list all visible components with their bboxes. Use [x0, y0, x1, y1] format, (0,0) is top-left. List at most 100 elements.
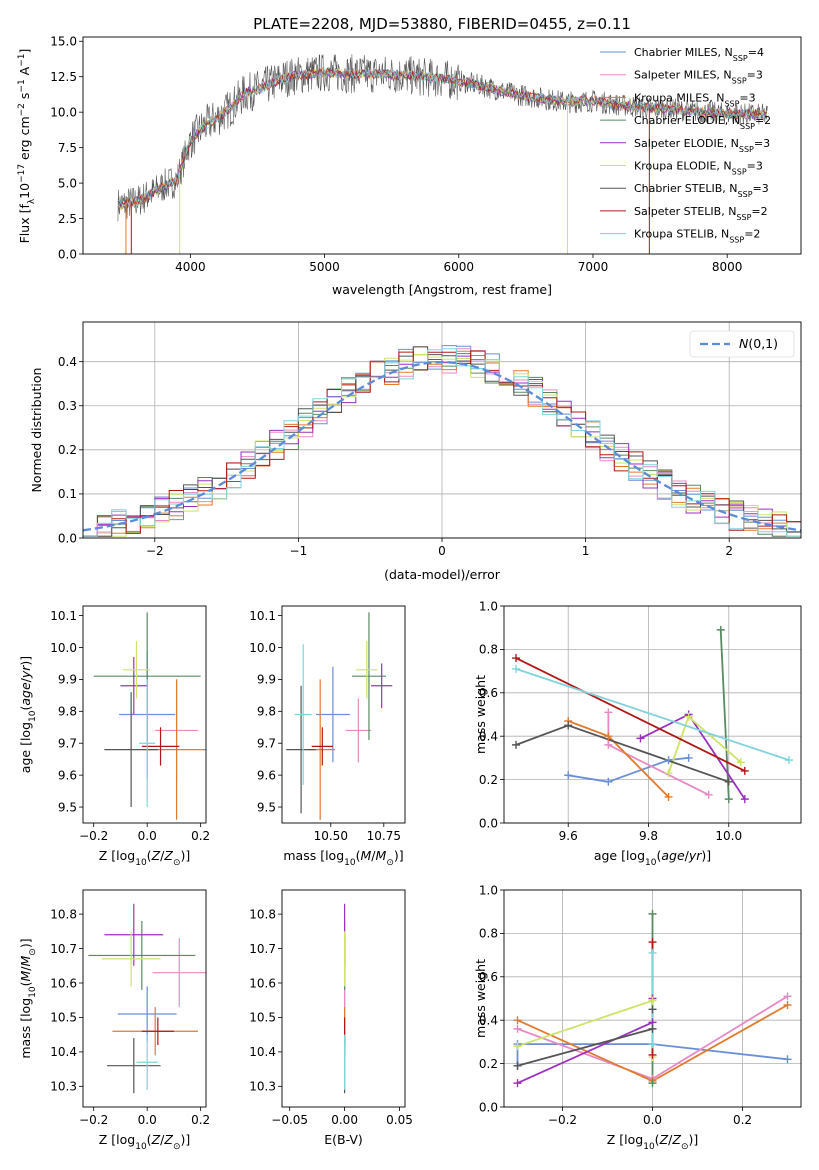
- mass-weight-line: [515, 657, 746, 772]
- age_vs_mass-xlabel: mass [log10(M/M⊙)]: [283, 848, 403, 868]
- x-tick-label: 5000: [309, 260, 340, 274]
- mass-weight-marker: [648, 1040, 657, 1049]
- mass-weight-marker: [648, 938, 657, 947]
- error-cross: [345, 698, 372, 763]
- mass-weight-marker: [513, 1042, 522, 1051]
- x-tick-label: 1: [582, 544, 590, 558]
- x-tick-label: 0.0: [138, 1113, 157, 1127]
- mass-weight-marker: [564, 721, 573, 730]
- y-tick-label: 12.5: [50, 70, 77, 84]
- x-tick-label: 0.05: [386, 1113, 413, 1127]
- y-tick-label: 0.0: [58, 247, 77, 261]
- mass-weight-line: [607, 712, 710, 796]
- age_vs_mass-frame: [281, 605, 406, 824]
- y-tick-label: 7.5: [58, 141, 77, 155]
- mass-weight-marker: [513, 1024, 522, 1033]
- residual-histogram-step: [83, 346, 801, 537]
- y-tick-label: 10.1: [50, 609, 77, 623]
- mass-weight-marker: [716, 625, 725, 634]
- error-cross: [315, 666, 350, 763]
- mass_vs_z-frame: [82, 889, 207, 1108]
- x-tick-label: 0: [438, 544, 446, 558]
- y-tick-label: 9.9: [257, 673, 276, 687]
- y-tick-label: 1.0: [479, 599, 498, 613]
- mass-weight-marker: [648, 948, 657, 957]
- mass-weight-line: [568, 757, 689, 783]
- y-tick-label: 9.7: [257, 737, 276, 751]
- figure-title: PLATE=2208, MJD=53880, FIBERID=0455, z=0…: [253, 15, 631, 33]
- mass-weight-marker: [664, 756, 673, 765]
- residual-histogram-step: [83, 348, 801, 537]
- error-cross: [139, 679, 156, 808]
- spectrum-ylabel: Flux [fλ10−17 erg cm−2 s−1 A−1]: [17, 49, 37, 244]
- error-cross: [104, 903, 164, 966]
- mass-weight-marker: [740, 766, 749, 775]
- y-tick-label: 0.0: [58, 531, 77, 545]
- residuals-ylabel: Normed distribution: [29, 368, 44, 493]
- mass-weight-line: [517, 1009, 654, 1067]
- y-tick-label: 9.8: [58, 705, 77, 719]
- y-tick-label: 0.8: [479, 927, 498, 941]
- x-tick-label: −0.2: [548, 1113, 577, 1127]
- weight_vs_age-axes: 9.6 9.8 10.0 0.0 0.2 0.4 0.6 0.8 1.0: [479, 599, 802, 843]
- y-tick-label: 9.5: [257, 800, 276, 814]
- y-tick-label: 0.4: [479, 730, 498, 744]
- x-tick-label: −0.05: [271, 1113, 308, 1127]
- mass_vs_ebv-xlabel: E(B-V): [324, 1132, 363, 1147]
- legend-label: Salpeter MILES, NSSP=3: [634, 69, 763, 86]
- mass-weight-marker: [513, 1079, 522, 1088]
- residuals-frame: [82, 321, 802, 539]
- x-tick-label: 9.6: [559, 829, 578, 843]
- mass-weight-marker: [684, 753, 693, 762]
- mass_vs_ebv-axes: −0.05 0.00 0.05 10.3 10.4 10.5 10.6 10.7 10.8: [249, 889, 413, 1127]
- y-tick-label: 0.1: [58, 487, 77, 501]
- normal-reference-curve: [83, 360, 801, 532]
- x-tick-label: 8000: [712, 260, 743, 274]
- legend-label: Kroupa STELIB, NSSP=2: [634, 228, 760, 245]
- mass-weight-marker: [513, 1016, 522, 1025]
- mass-weight-marker: [648, 996, 657, 1005]
- mass-weight-line: [515, 668, 790, 761]
- mass-weight-marker: [604, 708, 613, 717]
- mass-weight-marker: [648, 1005, 657, 1014]
- y-tick-label: 0.2: [58, 443, 77, 457]
- spectrum-axes: 4000 5000 6000 7000 8000 0.0 2.5 5.0 7.5 10.0 12.5…: [50, 35, 802, 274]
- y-tick-label: 1.0: [479, 883, 498, 897]
- y-tick-label: 10.5: [50, 1011, 77, 1025]
- y-tick-label: 10.3: [249, 1080, 276, 1094]
- weight_vs_age-frame: [503, 605, 802, 824]
- spectrum-plot-area: [117, 54, 768, 254]
- error-cross: [104, 692, 158, 808]
- mass-weight-marker: [664, 769, 673, 778]
- y-tick-label: 0.6: [479, 686, 498, 700]
- age_vs_z-axes: −0.2 0.0 0.2 9.5 9.6 9.7 9.8 9.9 10.0 10.1: [50, 605, 210, 843]
- weight_vs_z-axes: −0.2 0.0 0.2 0.0 0.2 0.4 0.6 0.8 1.0: [479, 883, 802, 1127]
- weight_vs_z-ylabel: mass weight: [473, 959, 488, 1038]
- mass-weight-marker: [513, 1061, 522, 1070]
- mass-weight-line: [719, 629, 730, 800]
- error-cross: [286, 685, 316, 814]
- legend-label: Kroupa ELODIE, NSSP=3: [634, 160, 763, 177]
- age_vs_z-plot-area: [93, 612, 206, 820]
- x-tick-label: 6000: [444, 260, 475, 274]
- x-tick-label: −1: [290, 544, 308, 558]
- mass-weight-marker: [648, 909, 657, 918]
- error-cross: [107, 1038, 161, 1094]
- y-tick-label: 0.8: [479, 643, 498, 657]
- y-tick-label: 9.5: [58, 800, 77, 814]
- age_vs_z-ylabel: age [log10(age/yr)]: [18, 656, 38, 773]
- y-tick-label: 0.0: [479, 1100, 498, 1114]
- error-cross: [141, 727, 180, 766]
- y-tick-label: 0.2: [479, 773, 498, 787]
- y-tick-label: 0.0: [479, 816, 498, 830]
- mass-weight-marker: [512, 740, 521, 749]
- model-spectrum-line: [117, 67, 768, 209]
- spectrum-xlabel: wavelength [Angstrom, rest frame]: [332, 282, 552, 297]
- error-cross: [136, 1034, 158, 1090]
- x-tick-label: −2: [146, 544, 164, 558]
- mass-weight-line: [516, 1043, 788, 1066]
- y-tick-label: 10.8: [50, 907, 77, 921]
- mass_vs_z-xlabel: Z [log10(Z/Z⊙)]: [99, 1132, 191, 1152]
- mass-weight-marker: [604, 777, 613, 786]
- y-tick-label: 10.1: [249, 609, 276, 623]
